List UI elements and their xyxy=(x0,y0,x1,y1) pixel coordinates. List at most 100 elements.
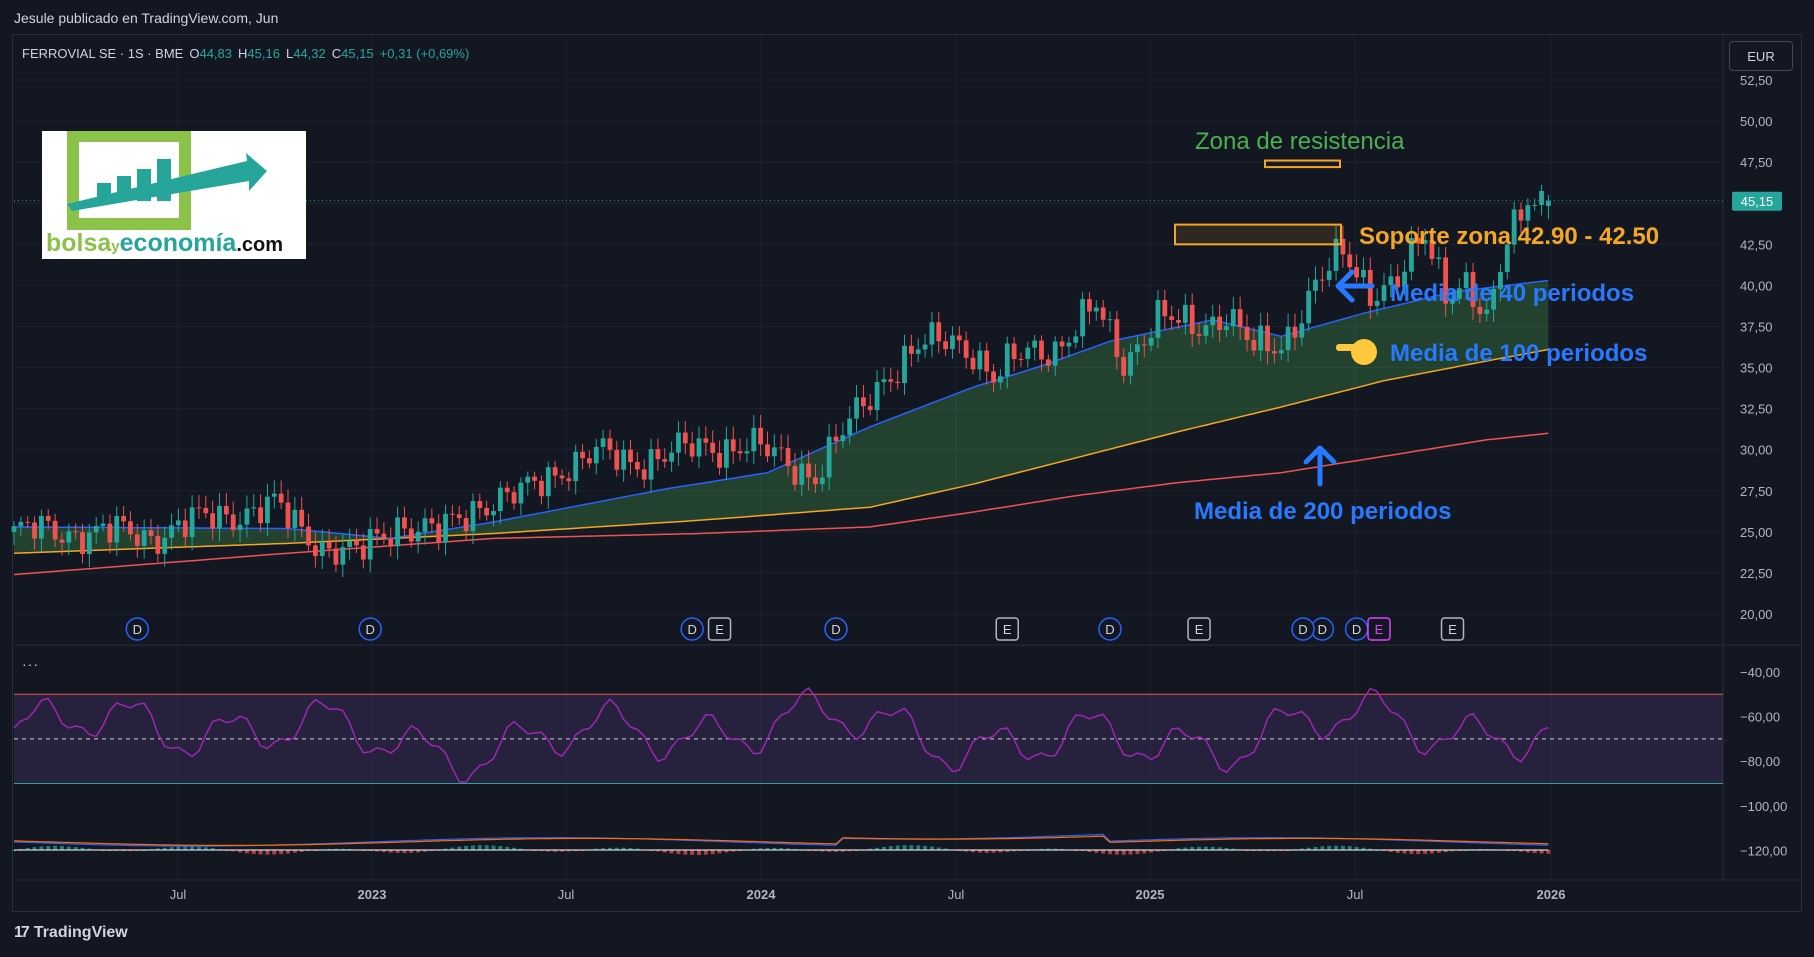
candle-body xyxy=(1210,316,1216,326)
price-tick-label: 35,00 xyxy=(1740,361,1773,376)
candle-body xyxy=(210,513,216,529)
macd-histogram-bar xyxy=(279,850,284,855)
candle-body xyxy=(1114,319,1120,357)
candle-body xyxy=(1025,347,1031,359)
candle-body xyxy=(1073,336,1079,343)
last-price-label: 45,15 xyxy=(1741,194,1774,209)
candle-body xyxy=(32,522,37,539)
candle-body xyxy=(573,451,579,482)
macd-histogram-bar xyxy=(635,848,640,850)
macd-histogram-bar xyxy=(1320,846,1325,850)
rsi-tick-label: −60,00 xyxy=(1740,710,1780,725)
candle-body xyxy=(1100,307,1106,320)
candle-body xyxy=(162,537,168,554)
candle-body xyxy=(552,467,558,476)
price-tick-label: 47,50 xyxy=(1740,155,1773,170)
earnings-marker-label: E xyxy=(1195,622,1204,637)
macd-histogram-bar xyxy=(388,850,393,853)
candle-body xyxy=(710,442,716,453)
macd-histogram-bar xyxy=(1046,848,1051,850)
candle-body xyxy=(1265,325,1270,352)
candle-body xyxy=(1477,306,1483,314)
indicator-menu[interactable]: ··· xyxy=(22,656,39,672)
candle-body xyxy=(326,541,332,549)
dividend-marker xyxy=(358,617,382,641)
candle-body xyxy=(518,482,524,504)
macd-histogram-bar xyxy=(190,846,195,850)
macd-histogram-bar xyxy=(1053,848,1058,850)
candle-body xyxy=(861,397,866,407)
macd-histogram-bar xyxy=(244,850,249,854)
candle-body xyxy=(354,540,359,546)
macd-histogram-bar xyxy=(1395,850,1400,853)
candle-body xyxy=(867,406,873,411)
time-tick-label: Jul xyxy=(558,887,575,902)
candle-body xyxy=(628,449,633,462)
candle-body xyxy=(402,517,407,529)
candle-body xyxy=(1087,299,1092,312)
macd-histogram-bar xyxy=(1101,850,1106,854)
candle-body xyxy=(93,525,99,533)
candle-body xyxy=(436,523,442,543)
candle-body xyxy=(141,530,147,546)
candle-body xyxy=(429,518,435,524)
candle-body xyxy=(1121,356,1127,376)
candle-body xyxy=(176,520,181,526)
macd-histogram-bar xyxy=(1060,848,1065,850)
candle-body xyxy=(1361,269,1366,278)
candle-body xyxy=(559,475,565,479)
candle-body xyxy=(39,515,44,539)
candle-body xyxy=(881,379,887,383)
dividend-marker-label: D xyxy=(133,622,142,637)
macd-histogram-bar xyxy=(1094,850,1099,853)
macd-histogram-bar xyxy=(251,850,256,854)
macd-histogram-bar xyxy=(66,846,71,850)
candle-body xyxy=(456,514,462,519)
candle-body xyxy=(333,548,339,565)
candle-body xyxy=(1381,285,1387,301)
earnings-marker xyxy=(1187,617,1211,641)
candle-body xyxy=(977,350,983,370)
candle-body xyxy=(1313,279,1318,291)
candle-body xyxy=(991,371,996,383)
candle-body xyxy=(1504,244,1510,272)
currency-button[interactable]: EUR xyxy=(1729,41,1793,71)
macd-histogram-bar xyxy=(560,850,564,852)
macd-histogram-bar xyxy=(1525,850,1530,853)
candle-body xyxy=(703,438,709,443)
candle-body xyxy=(1319,279,1325,281)
macd-histogram-bar xyxy=(977,850,982,853)
macd-histogram-bar xyxy=(676,850,681,855)
candle-body xyxy=(271,493,277,497)
candle-body xyxy=(580,451,585,459)
macd-histogram-bar xyxy=(1005,850,1010,852)
pointing-hand-icon xyxy=(1351,339,1377,365)
macd-histogram-bar xyxy=(1012,850,1017,852)
macd-histogram-bar xyxy=(272,850,277,855)
tradingview-logo[interactable]: 17 TradingView xyxy=(14,924,128,941)
candle-body xyxy=(785,448,791,467)
macd-histogram-bar xyxy=(73,847,78,850)
candle-body xyxy=(484,507,490,516)
candle-body xyxy=(415,531,421,542)
macd-histogram-bar xyxy=(423,850,427,852)
candle-body xyxy=(1230,309,1236,327)
macd-histogram-bar xyxy=(1423,850,1428,854)
macd-histogram-bar xyxy=(984,850,989,853)
candle-body xyxy=(984,350,990,372)
candle-body xyxy=(655,449,661,460)
macd-histogram-bar xyxy=(902,845,907,850)
chart-frame[interactable] xyxy=(12,34,1802,912)
macd-histogram-bar xyxy=(724,850,729,853)
candle-body xyxy=(1189,304,1195,334)
support-annotation: Soporte zona 42.90 - 42.50 xyxy=(1359,223,1660,250)
candle-body xyxy=(1244,326,1250,341)
macd-histogram-bar xyxy=(1142,850,1147,854)
candle-body xyxy=(244,508,250,525)
candle-body xyxy=(395,517,400,547)
macd-signal-line xyxy=(13,835,1549,846)
price-tick-label: 25,00 xyxy=(1740,525,1773,540)
candle-body xyxy=(1203,325,1209,336)
candle-body xyxy=(771,447,777,457)
